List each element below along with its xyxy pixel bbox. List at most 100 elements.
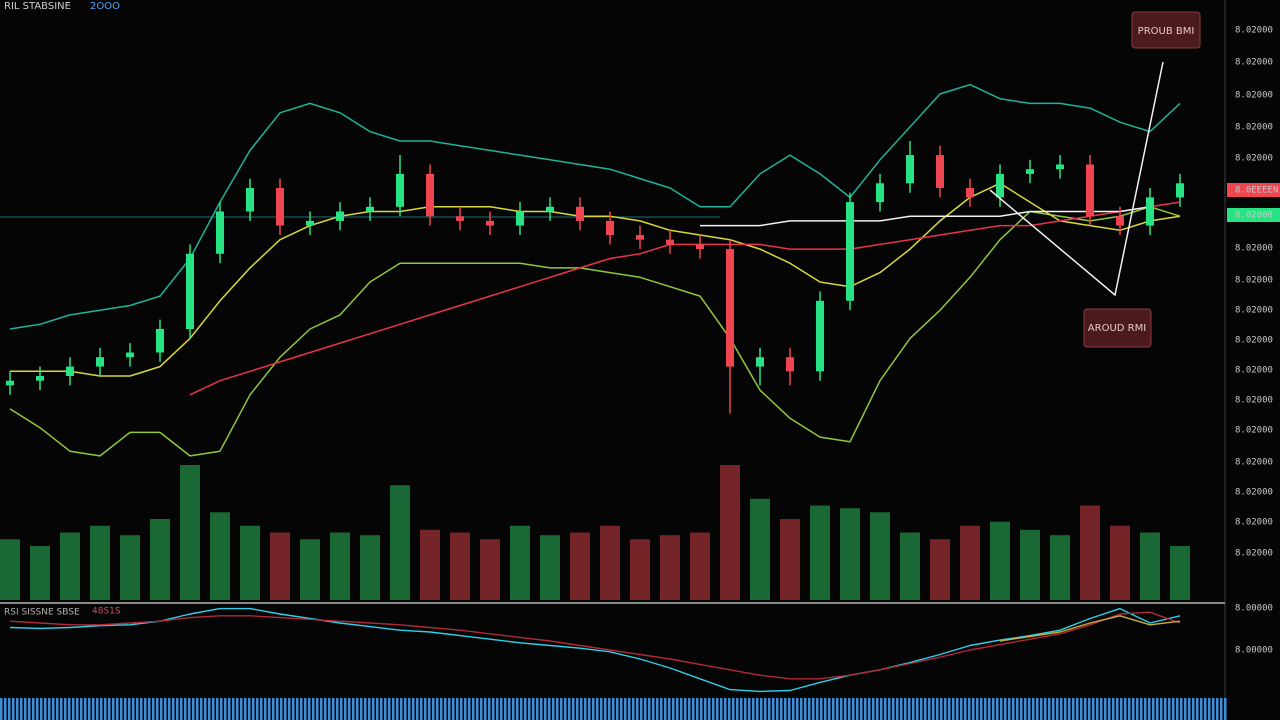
stripe-bar bbox=[592, 698, 595, 720]
price-label: 8.02000 bbox=[1235, 276, 1273, 286]
stripe-bar bbox=[36, 698, 39, 720]
stripe-bar bbox=[200, 698, 203, 720]
indicator-line bbox=[9, 83, 1181, 330]
stripe-bar bbox=[128, 698, 131, 720]
annotation[interactable]: PROUB BMI bbox=[1131, 11, 1201, 49]
stripe-bar bbox=[1020, 698, 1023, 720]
volume-bar bbox=[450, 532, 470, 600]
stripe-bar bbox=[1112, 698, 1115, 720]
stripe-bar bbox=[1160, 698, 1163, 720]
stripe-bar bbox=[332, 698, 335, 720]
stripe-bar bbox=[660, 698, 663, 720]
stripe-bar bbox=[304, 698, 307, 720]
volume-bar bbox=[240, 525, 260, 600]
volume-bar bbox=[1110, 525, 1130, 600]
stripe-bar bbox=[452, 698, 455, 720]
stripe-bar bbox=[1108, 698, 1111, 720]
stripe-bar bbox=[52, 698, 55, 720]
stripe-bar bbox=[476, 698, 479, 720]
stripe-bar bbox=[756, 698, 759, 720]
stripe-bar bbox=[864, 698, 867, 720]
stripe-bar bbox=[1036, 698, 1039, 720]
annotation[interactable]: AROUD RMI bbox=[1083, 308, 1152, 348]
candle-body bbox=[126, 352, 134, 358]
stripe-bar bbox=[536, 698, 539, 720]
stripe-bar bbox=[76, 698, 79, 720]
volume-bar bbox=[510, 525, 530, 600]
stripe-bar bbox=[488, 698, 491, 720]
candle-body bbox=[816, 300, 824, 372]
stripe-bar bbox=[204, 698, 207, 720]
stripe-bar bbox=[224, 698, 227, 720]
stripe-bar bbox=[20, 698, 23, 720]
stripe-bar bbox=[420, 698, 423, 720]
stripe-bar bbox=[768, 698, 771, 720]
stripe-bar bbox=[364, 698, 367, 720]
stripe-bar bbox=[80, 698, 83, 720]
bottom-stripe bbox=[0, 698, 1227, 720]
stripe-bar bbox=[732, 698, 735, 720]
volume-bar bbox=[720, 465, 740, 600]
indicator-line bbox=[700, 206, 1151, 227]
stripe-bar bbox=[156, 698, 159, 720]
stripe-bar bbox=[704, 698, 707, 720]
stripe-bar bbox=[68, 698, 71, 720]
price-label: 8.02000 bbox=[1235, 549, 1273, 559]
stripe-bar bbox=[1008, 698, 1011, 720]
stripe-bar bbox=[900, 698, 903, 720]
stripe-bar bbox=[932, 698, 935, 720]
stripe-bar bbox=[888, 698, 891, 720]
stripe-bar bbox=[516, 698, 519, 720]
stripe-bar bbox=[800, 698, 803, 720]
stripe-bar bbox=[336, 698, 339, 720]
annotation-box[interactable] bbox=[1083, 308, 1152, 348]
stripe-bar bbox=[668, 698, 671, 720]
stripe-bar bbox=[352, 698, 355, 720]
stripe-bar bbox=[700, 698, 703, 720]
stripe-bar bbox=[584, 698, 587, 720]
stripe-bar bbox=[312, 698, 315, 720]
candle-body bbox=[96, 357, 104, 367]
stripe-bar bbox=[960, 698, 963, 720]
candle-body bbox=[336, 211, 344, 221]
price-label: 8.02000 bbox=[1235, 458, 1273, 468]
candle-body bbox=[516, 211, 524, 226]
stripe-bar bbox=[1084, 698, 1087, 720]
stripe-bar bbox=[1068, 698, 1071, 720]
stripe-bar bbox=[1204, 698, 1207, 720]
stripe-bar bbox=[844, 698, 847, 720]
stripe-bar bbox=[24, 698, 27, 720]
candle-body bbox=[696, 244, 704, 250]
stripe-bar bbox=[996, 698, 999, 720]
annotation-box[interactable] bbox=[1131, 11, 1201, 49]
stripe-bar bbox=[856, 698, 859, 720]
stripe-bar bbox=[124, 698, 127, 720]
volume-bar bbox=[840, 508, 860, 600]
stripe-bar bbox=[232, 698, 235, 720]
stripe-bar bbox=[980, 698, 983, 720]
volume-bar bbox=[300, 539, 320, 600]
stripe-bar bbox=[112, 698, 115, 720]
stripe-bar bbox=[316, 698, 319, 720]
volume-bar bbox=[870, 512, 890, 600]
stripe-bar bbox=[344, 698, 347, 720]
stripe-bar bbox=[896, 698, 899, 720]
candle-body bbox=[576, 206, 584, 221]
stripe-bar bbox=[872, 698, 875, 720]
stripe-bar bbox=[16, 698, 19, 720]
stripe-bar bbox=[868, 698, 871, 720]
candle-body bbox=[426, 173, 434, 217]
stripe-bar bbox=[936, 698, 939, 720]
stripe-bar bbox=[424, 698, 427, 720]
stripe-bar bbox=[1060, 698, 1063, 720]
volume-bar bbox=[1080, 505, 1100, 600]
stripe-bar bbox=[632, 698, 635, 720]
stripe-bar bbox=[608, 698, 611, 720]
stripe-bar bbox=[388, 698, 391, 720]
volume-bar bbox=[600, 525, 620, 600]
stripe-bar bbox=[692, 698, 695, 720]
stripe-bar bbox=[564, 698, 567, 720]
stripe-bar bbox=[640, 698, 643, 720]
stripe-bar bbox=[1052, 698, 1055, 720]
stripe-bar bbox=[1044, 698, 1047, 720]
